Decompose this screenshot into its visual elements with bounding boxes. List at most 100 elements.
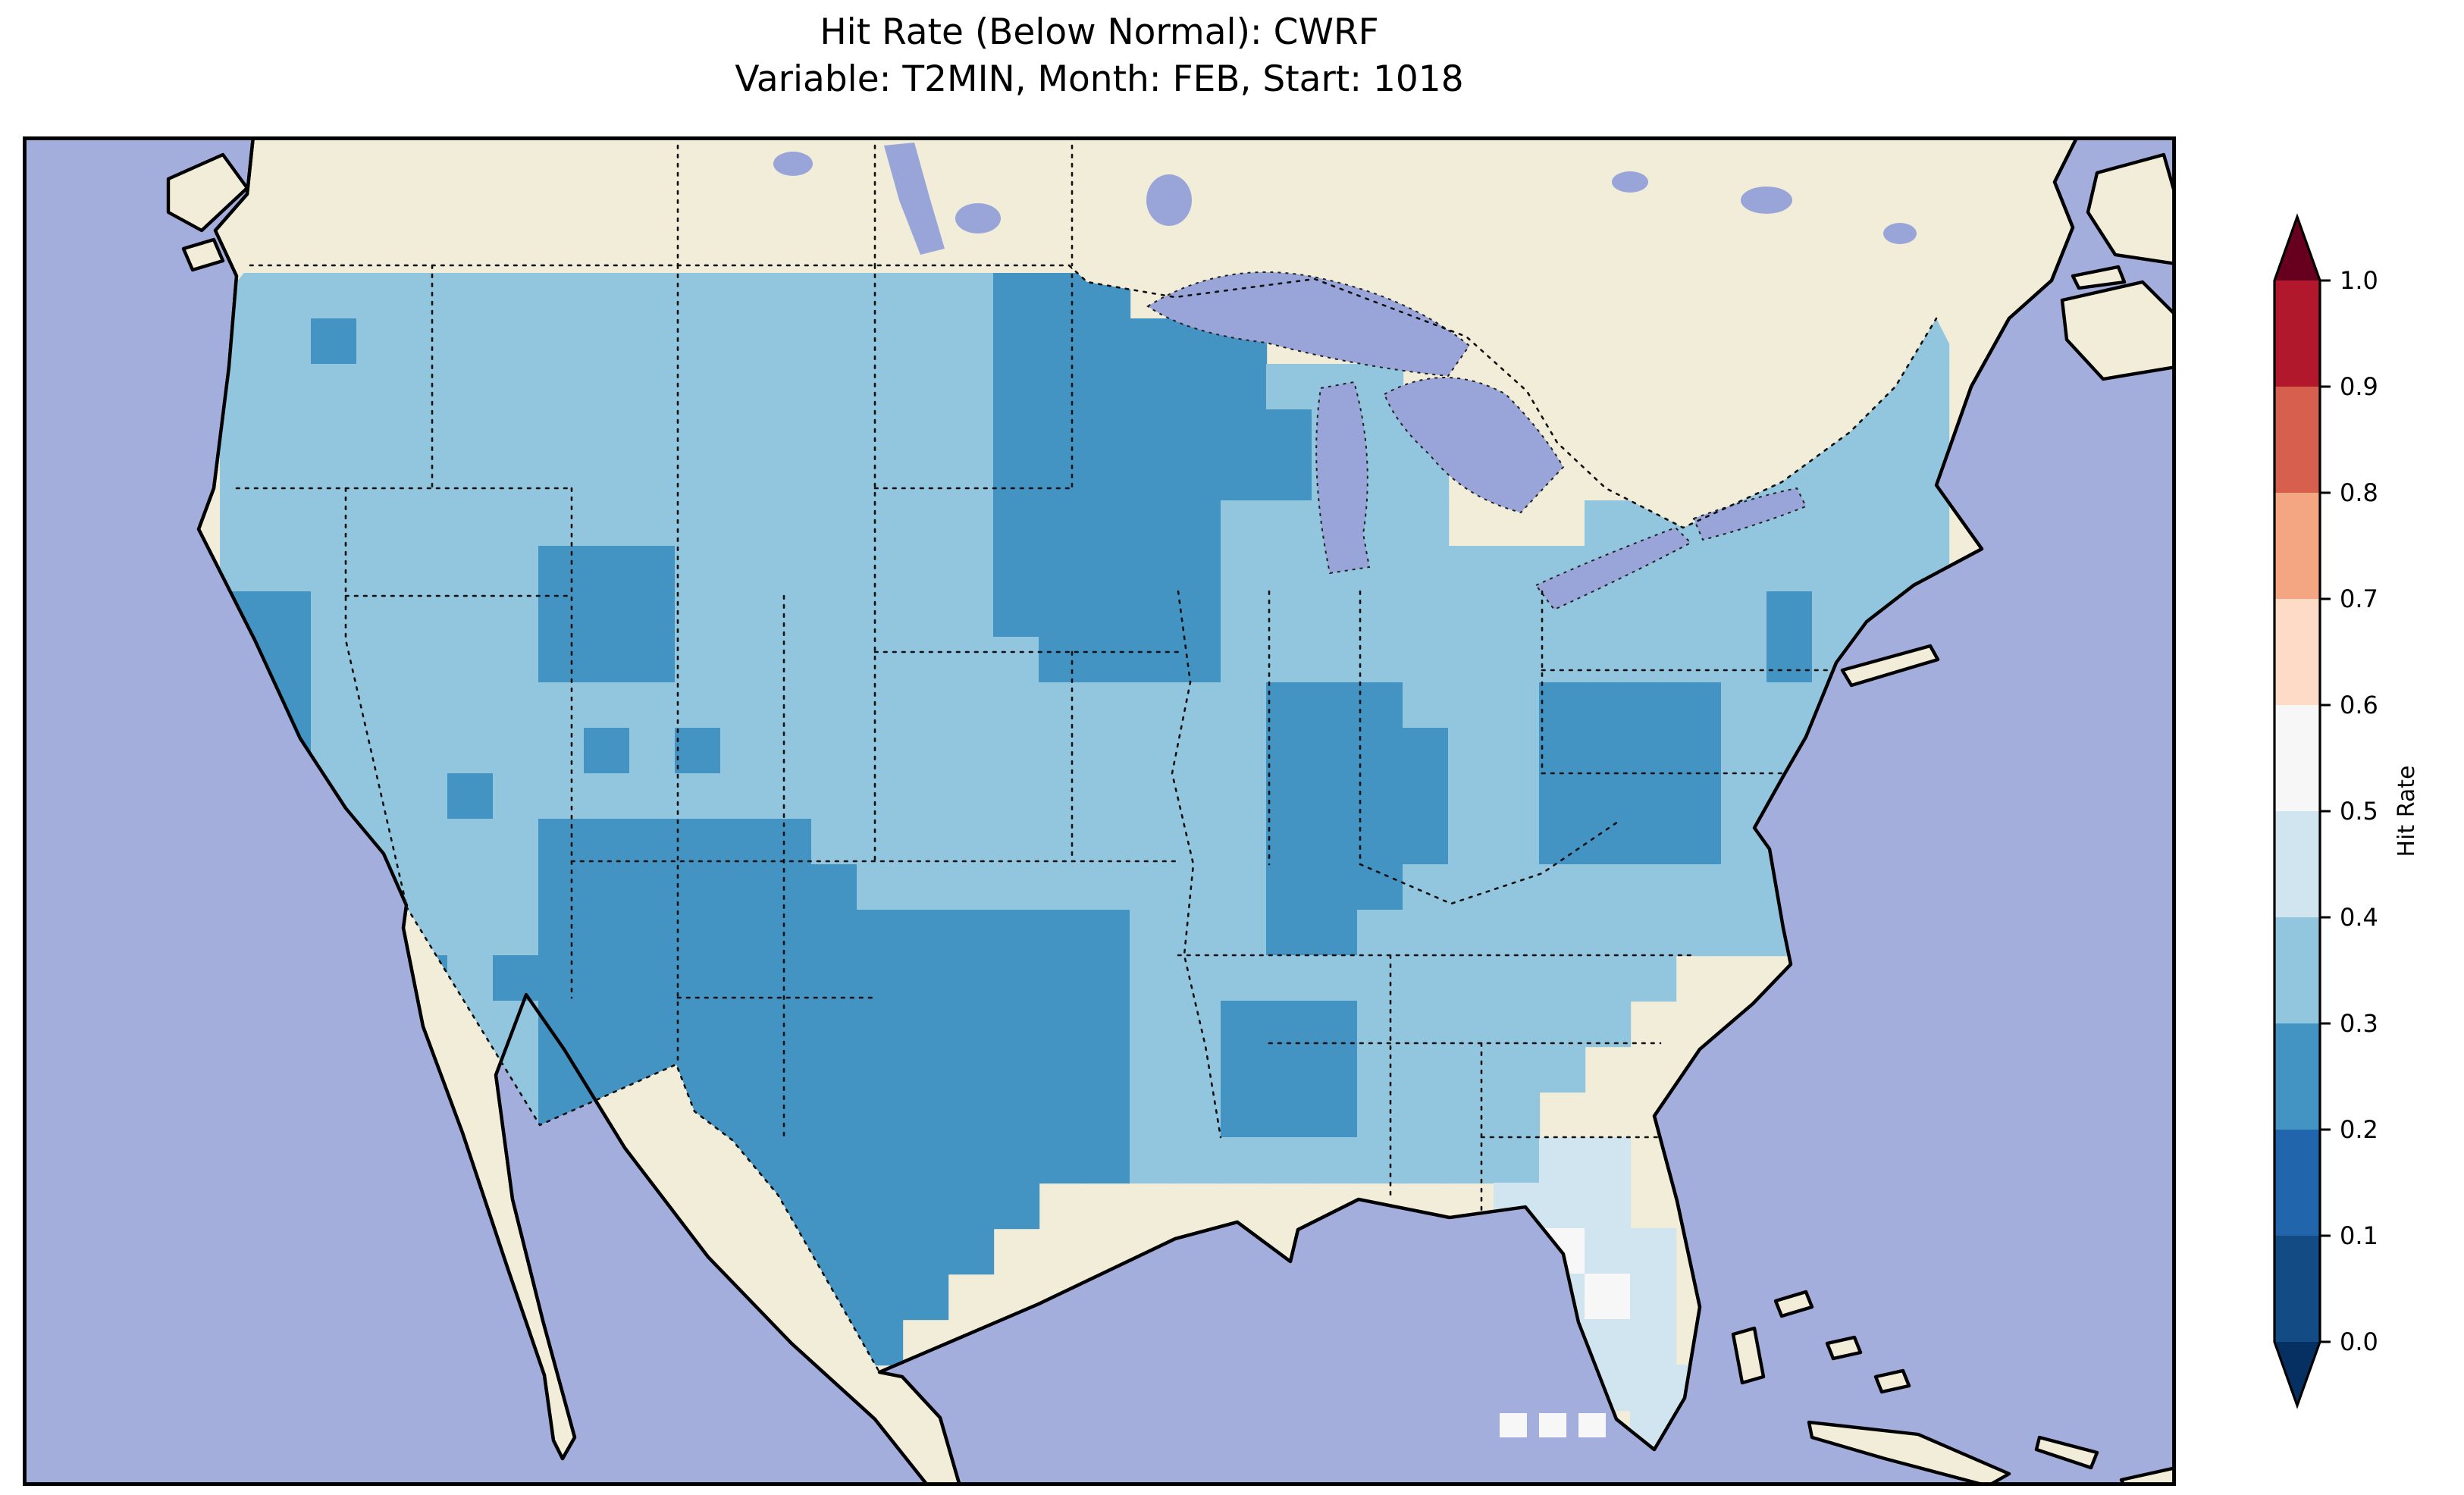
hit-rate-cell [902,955,949,1002]
hit-rate-cell [857,364,904,411]
hit-rate-cell [538,455,585,502]
hit-rate-cell [1312,819,1359,866]
hit-rate-cell [1039,1001,1086,1048]
hit-rate-cell [948,1092,995,1139]
hit-rate-cell [1357,637,1404,684]
hit-rate-cell [1448,1001,1495,1048]
hit-rate-cell [1448,955,1495,1002]
hit-rate-cell [1130,1046,1177,1093]
hit-rate-cell [1494,864,1541,911]
hit-rate-cell [766,819,813,866]
hit-rate-cell [1175,637,1222,684]
hit-rate-cell [538,682,585,729]
hit-rate-cell [1221,728,1268,775]
hit-rate-cell [902,864,949,911]
hit-rate-cell [993,546,1040,593]
hit-rate-cell [265,591,312,638]
hit-rate-cell [720,1046,767,1093]
hit-rate-cell [948,1001,995,1048]
hit-rate-cell [1585,637,1632,684]
hit-rate-cell [1585,1274,1632,1321]
hit-rate-cell [1494,1137,1541,1184]
hit-rate-cell [493,591,540,638]
hit-rate-cell [675,773,722,820]
hit-rate-cell [1630,682,1677,729]
hit-rate-cell [311,364,358,411]
hit-rate-cell [1630,773,1677,820]
hit-rate-cell [1221,409,1268,456]
us-canada-border [249,264,1938,529]
hit-rate-cell [1494,637,1541,684]
hit-rate-cell [1494,819,1541,866]
hit-rate-cell [1539,864,1586,911]
hit-rate-cell [1312,1046,1359,1093]
hit-rate-cell [675,318,722,365]
hit-rate-cell [493,546,540,593]
hit-rate-cell [356,682,403,729]
hit-rate-cell [720,591,767,638]
hit-rate-cell [1721,546,1768,593]
hit-rate-cell [1630,955,1677,1002]
hit-rate-cell [948,1183,995,1230]
hit-rate-cell [993,864,1040,911]
hit-rate-cell [720,682,767,729]
hit-rate-cell [1403,1046,1450,1093]
hit-rate-cell [993,1092,1040,1139]
colorbar-under-arrow [2274,1342,2320,1406]
hit-rate-cell [402,273,449,320]
hit-rate-cell [1494,682,1541,729]
hit-rate-cell [1403,864,1450,911]
lake [1883,223,1917,244]
coastline [196,136,2079,1486]
hit-rate-cell [857,728,904,775]
hit-rate-cell [1676,819,1723,866]
us-hit-rate-map [23,136,2176,1486]
hit-rate-cell [1221,637,1268,684]
hit-rate-cell [1403,500,1450,547]
colorbar-tick-label: 0.3 [2340,1009,2378,1038]
hit-rate-cell [1130,409,1177,456]
hit-rate-cell [1175,1001,1222,1048]
hit-rate-cell [766,409,813,456]
hit-rate-cell [447,409,494,456]
hit-rate-cell [1357,1001,1404,1048]
lake [1612,171,1648,193]
hit-rate-cell [948,273,995,320]
hit-rate-cell [356,546,403,593]
hit-rate-cell [1312,637,1359,684]
hit-rate-cell [1721,637,1768,684]
hit-rate-cell [948,1228,995,1275]
hit-rate-cell [1221,1001,1268,1048]
hit-rate-cell [265,546,312,593]
andros-island [1731,1326,1766,1385]
hit-rate-cell [766,364,813,411]
hit-rate-cell [538,273,585,320]
hit-rate-cell [993,637,1040,684]
hit-rate-cell [1039,773,1086,820]
hit-rate-cell [993,1137,1040,1184]
hit-rate-cell [584,864,631,911]
hit-rate-cell [1403,728,1450,775]
hit-rate-cell [1130,955,1177,1002]
hit-rate-cell [538,364,585,411]
hit-rate-cell [1585,773,1632,820]
hit-rate-cell [811,864,858,911]
hit-rate-cell [1266,1092,1313,1139]
colorbar-ticks: 1.0 0.9 0.8 0.7 0.6 0.5 0.4 0.3 0.2 0.1 0.0 [2320,266,2378,1356]
hit-rate-cell [1403,1137,1450,1184]
hit-rate-cell [1448,1092,1495,1139]
hit-rate-cell [447,591,494,638]
hit-rate-cell [356,637,403,684]
hit-rate-cell [1130,728,1177,775]
hit-rate-cell [1903,364,1950,411]
hit-rate-cell [584,273,631,320]
hit-rate-cell [447,637,494,684]
hit-rate-cell [1130,910,1177,957]
hit-rate-cell [1448,773,1495,820]
hit-rate-cell [356,455,403,502]
hit-rate-cell [902,1183,949,1230]
hit-rate-cell [948,500,995,547]
hit-rate-cell [1175,1137,1222,1184]
hit-rate-cell [1312,591,1359,638]
colorbar-tick-label: 0.9 [2340,372,2378,401]
